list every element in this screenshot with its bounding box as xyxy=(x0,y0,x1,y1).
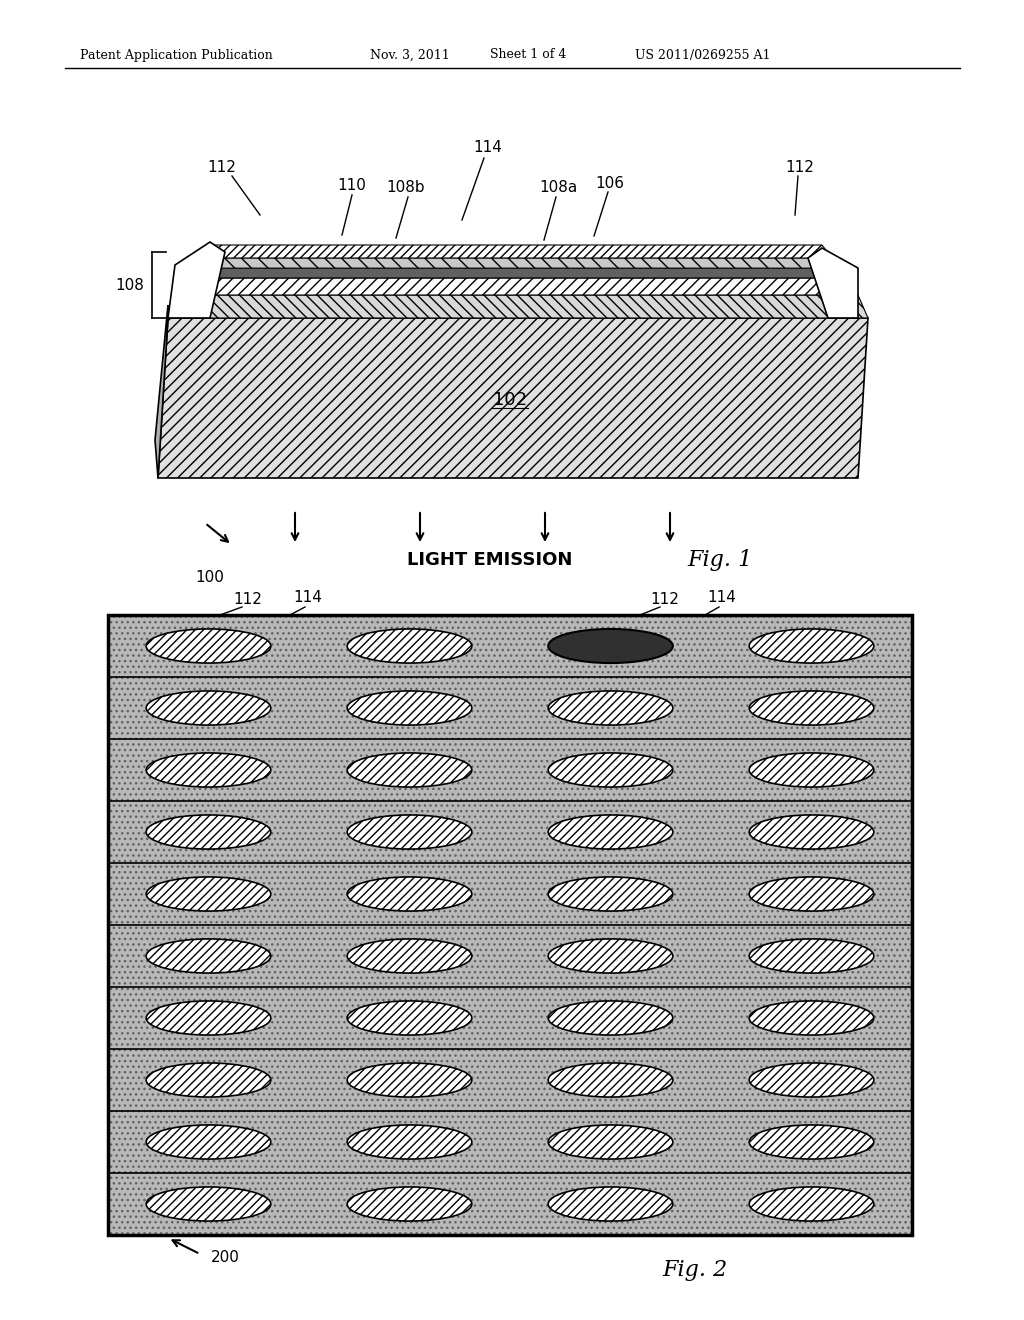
Text: Nov. 3, 2011: Nov. 3, 2011 xyxy=(370,49,450,62)
Text: 110: 110 xyxy=(338,177,367,193)
Text: 112: 112 xyxy=(233,593,262,607)
Ellipse shape xyxy=(750,814,873,849)
Ellipse shape xyxy=(548,1001,673,1035)
Ellipse shape xyxy=(548,628,673,663)
Ellipse shape xyxy=(347,1063,472,1097)
Bar xyxy=(108,615,912,1236)
Ellipse shape xyxy=(146,1187,270,1221)
Bar xyxy=(108,615,912,1236)
Ellipse shape xyxy=(146,690,270,725)
Polygon shape xyxy=(155,305,168,478)
Ellipse shape xyxy=(347,628,472,663)
Text: 108: 108 xyxy=(115,277,144,293)
Text: LIGHT EMISSION: LIGHT EMISSION xyxy=(408,550,572,569)
Ellipse shape xyxy=(548,1187,673,1221)
Ellipse shape xyxy=(750,876,873,911)
Text: US 2011/0269255 A1: US 2011/0269255 A1 xyxy=(635,49,770,62)
Polygon shape xyxy=(188,268,848,279)
Ellipse shape xyxy=(750,690,873,725)
Polygon shape xyxy=(178,279,858,294)
Ellipse shape xyxy=(548,939,673,973)
Ellipse shape xyxy=(750,1125,873,1159)
Text: Patent Application Publication: Patent Application Publication xyxy=(80,49,272,62)
Text: 100: 100 xyxy=(196,570,224,586)
Ellipse shape xyxy=(146,628,270,663)
Polygon shape xyxy=(196,257,840,268)
Ellipse shape xyxy=(146,1063,270,1097)
Ellipse shape xyxy=(750,1063,873,1097)
Ellipse shape xyxy=(548,690,673,725)
Bar xyxy=(108,615,912,1236)
Ellipse shape xyxy=(146,1125,270,1159)
Ellipse shape xyxy=(347,1001,472,1035)
Ellipse shape xyxy=(750,939,873,973)
Ellipse shape xyxy=(548,814,673,849)
Ellipse shape xyxy=(347,814,472,849)
Ellipse shape xyxy=(548,1063,673,1097)
Ellipse shape xyxy=(347,939,472,973)
Ellipse shape xyxy=(146,814,270,849)
Text: 200: 200 xyxy=(211,1250,240,1266)
Polygon shape xyxy=(158,318,868,478)
Text: 112: 112 xyxy=(208,161,237,176)
Polygon shape xyxy=(168,242,225,318)
Ellipse shape xyxy=(548,876,673,911)
Text: 112: 112 xyxy=(650,593,680,607)
Ellipse shape xyxy=(750,628,873,663)
Ellipse shape xyxy=(146,1001,270,1035)
Ellipse shape xyxy=(347,752,472,787)
Ellipse shape xyxy=(347,876,472,911)
Text: Fig. 2: Fig. 2 xyxy=(663,1259,728,1280)
Ellipse shape xyxy=(347,1187,472,1221)
Text: 114: 114 xyxy=(294,590,323,606)
Text: Fig. 1: Fig. 1 xyxy=(687,549,753,572)
Ellipse shape xyxy=(548,752,673,787)
Ellipse shape xyxy=(347,1125,472,1159)
Text: 112: 112 xyxy=(785,161,814,176)
Text: 114: 114 xyxy=(708,590,736,606)
Ellipse shape xyxy=(750,1187,873,1221)
Ellipse shape xyxy=(146,876,270,911)
Ellipse shape xyxy=(750,1001,873,1035)
Text: 114: 114 xyxy=(473,140,503,156)
Ellipse shape xyxy=(146,752,270,787)
Text: 102: 102 xyxy=(493,391,527,409)
Ellipse shape xyxy=(548,1125,673,1159)
Ellipse shape xyxy=(347,690,472,725)
Polygon shape xyxy=(204,246,831,257)
Ellipse shape xyxy=(146,939,270,973)
Polygon shape xyxy=(808,248,858,318)
Ellipse shape xyxy=(750,752,873,787)
Text: 108b: 108b xyxy=(387,181,425,195)
Text: 106: 106 xyxy=(596,176,625,190)
Text: Sheet 1 of 4: Sheet 1 of 4 xyxy=(490,49,566,62)
Text: 108a: 108a xyxy=(539,181,578,195)
Polygon shape xyxy=(168,294,868,318)
